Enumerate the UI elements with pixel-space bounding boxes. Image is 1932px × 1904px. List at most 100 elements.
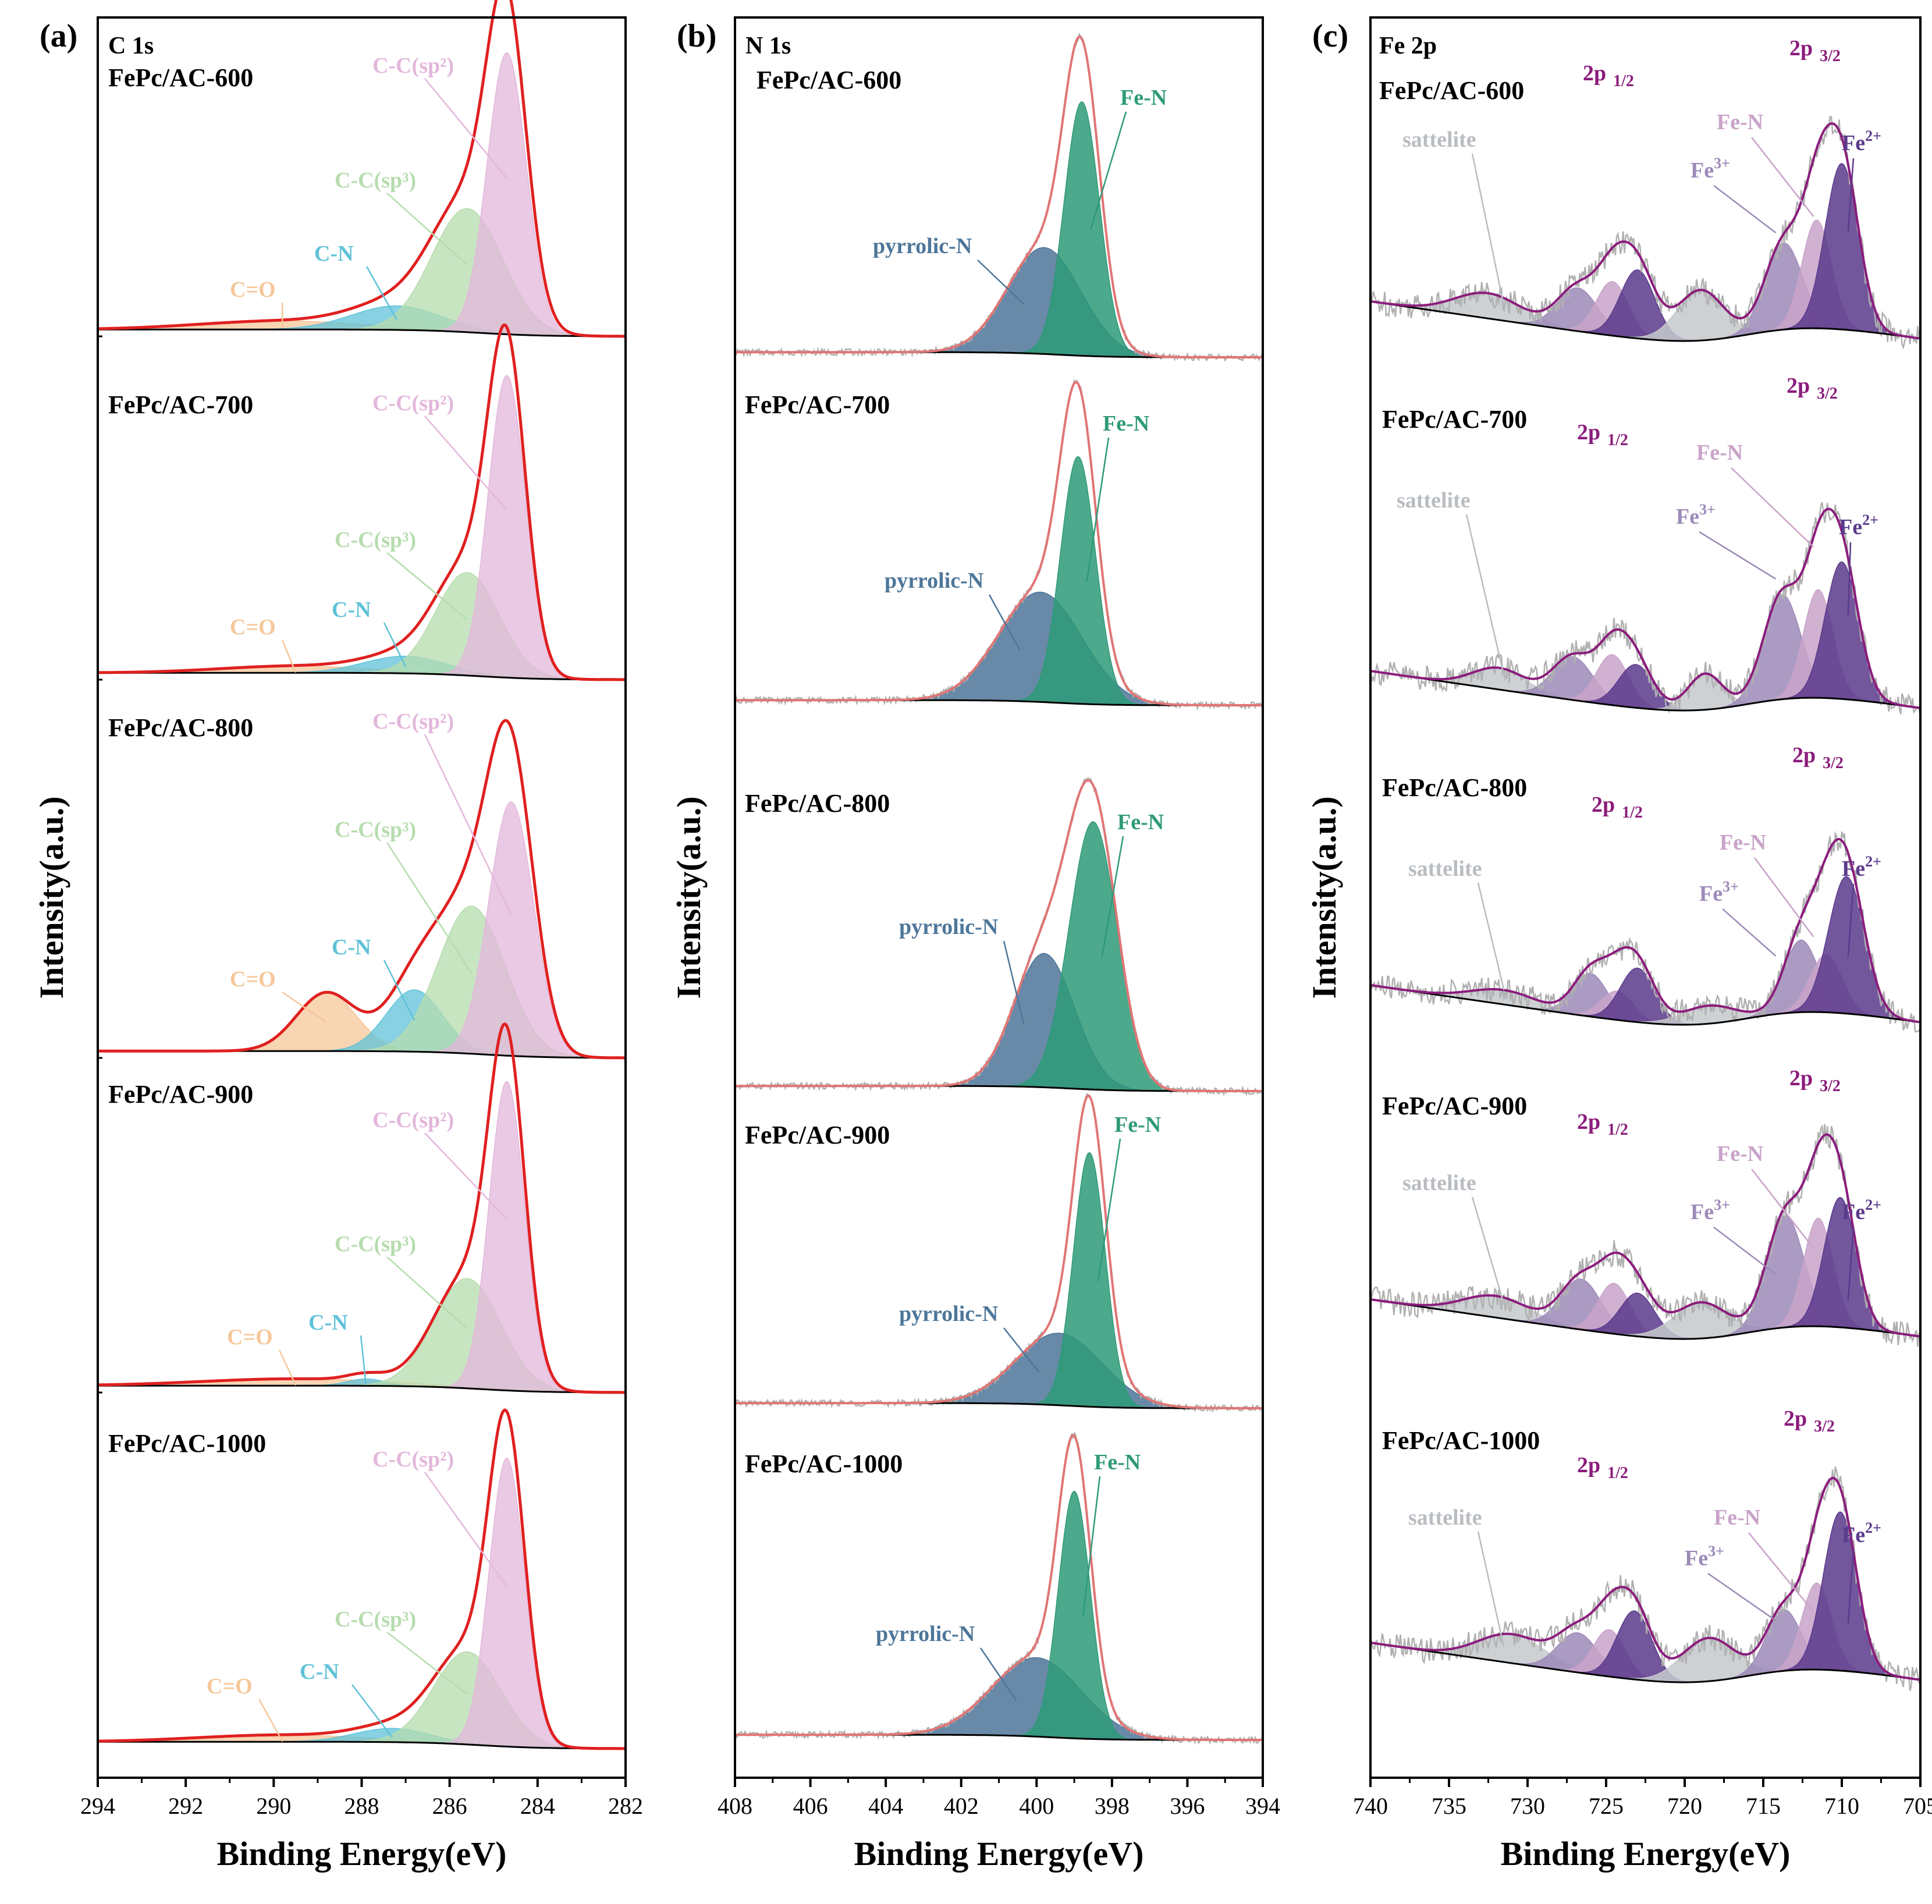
- envelope-line: [97, 0, 626, 338]
- x-tick-label: 288: [345, 1793, 379, 1819]
- leader-line: [1082, 1476, 1101, 1617]
- label-sattelite: sattelite: [1402, 1171, 1476, 1195]
- label-sattelite: sattelite: [1408, 1505, 1482, 1530]
- sample-label: FePc/AC-600: [108, 63, 253, 92]
- component-peak: [735, 1657, 1263, 1740]
- leader-line: [1731, 467, 1814, 548]
- label-sattelite: sattelite: [1397, 488, 1471, 513]
- leader-line: [1707, 1572, 1777, 1622]
- peak-label: C-N: [308, 1310, 348, 1335]
- frame-layer: [97, 16, 1922, 1787]
- leader-line: [1847, 1227, 1855, 1301]
- label-fe3: Fe3+: [1699, 878, 1739, 906]
- x-tick-label: 404: [868, 1793, 903, 1819]
- background-line: [98, 1740, 626, 1750]
- background-line: [1370, 670, 1921, 712]
- spectrum-0-3: [97, 1022, 626, 1394]
- x-tick-label: 394: [1245, 1793, 1280, 1819]
- plot-layer: [97, 0, 1922, 1750]
- peak-label: pyrrolic-N: [885, 569, 983, 593]
- peak-label: C=O: [207, 1674, 253, 1699]
- x-axis-title: Binding Energy(eV): [854, 1835, 1144, 1873]
- sample-label: FePc/AC-600: [1379, 76, 1524, 105]
- spectrum-1-3: [734, 1092, 1263, 1413]
- sample-label: FePc/AC-900: [1382, 1092, 1527, 1120]
- spectrum-1-0: [734, 32, 1264, 363]
- label-fe2: Fe2+: [1842, 853, 1881, 881]
- y-axis-title: Intensity(a.u.): [1305, 796, 1343, 999]
- peak-label: C-C(sp²): [372, 709, 454, 734]
- peak-label: Fe-N: [1120, 86, 1167, 110]
- label-2p12: 2p 1/2: [1592, 793, 1643, 822]
- leader-line: [424, 1472, 507, 1587]
- sample-label: FePc/AC-900: [745, 1121, 890, 1149]
- x-tick-label: 398: [1095, 1793, 1130, 1819]
- sample-label: FePc/AC-800: [1382, 773, 1527, 802]
- peak-label: C-C(sp³): [335, 528, 416, 552]
- leader-line: [1753, 857, 1814, 937]
- label-2p12: 2p 1/2: [1583, 61, 1634, 90]
- peak-label: C-N: [332, 598, 371, 622]
- leader-line: [386, 1256, 468, 1330]
- x-tick-label: 292: [168, 1793, 203, 1819]
- leader-line: [365, 266, 398, 321]
- spectrum-2-4: [1369, 1466, 1922, 1691]
- label-fe3: Fe3+: [1690, 155, 1730, 183]
- peak-label: C-C(sp²): [372, 1108, 454, 1132]
- label-fe2: Fe2+: [1842, 127, 1881, 155]
- envelope-line: [735, 1433, 1263, 1741]
- x-tick-label: 286: [432, 1793, 467, 1819]
- spectrum-0-1: [97, 323, 626, 681]
- peak-label: C=O: [230, 278, 276, 302]
- label-fe3: Fe3+: [1685, 1543, 1724, 1571]
- spectrum-1-4: [734, 1431, 1263, 1745]
- x-tick-label: 408: [718, 1793, 752, 1819]
- peak-label: Fe-N: [1114, 1113, 1161, 1137]
- leader-line: [424, 415, 507, 511]
- panel-letter: (b): [677, 18, 716, 54]
- leader-line: [1089, 111, 1127, 231]
- envelope-line: [98, 719, 626, 1060]
- peak-label: pyrrolic-N: [899, 1302, 998, 1326]
- label-fe-n: Fe-N: [1717, 1142, 1763, 1166]
- label-fe2: Fe2+: [1839, 511, 1878, 539]
- envelope-line: [1370, 507, 1921, 709]
- spectrum-2-1: [1369, 467, 1922, 716]
- panel-letter: (c): [1312, 18, 1348, 54]
- x-tick-label: 294: [80, 1793, 115, 1819]
- sample-label: FePc/AC-1000: [745, 1450, 903, 1478]
- label-fe3: Fe3+: [1690, 1196, 1730, 1224]
- panel-2-plot: [1369, 115, 1922, 1691]
- leader-line: [1471, 1196, 1505, 1305]
- component-peak: [735, 1152, 1263, 1409]
- peak-label: C-N: [314, 241, 354, 266]
- leader-line: [1751, 1168, 1814, 1249]
- leader-line: [988, 594, 1021, 651]
- label-sattelite: sattelite: [1402, 127, 1476, 152]
- envelope-line: [1370, 122, 1921, 340]
- core-level-title: C 1s: [108, 33, 154, 59]
- x-tick-label: 715: [1746, 1793, 1781, 1819]
- background-line: [1370, 1298, 1921, 1340]
- spectrum-1-1: [734, 378, 1263, 711]
- peak-label: Fe-N: [1117, 810, 1164, 834]
- peak-label: C-C(sp³): [335, 168, 416, 193]
- envelope-line: [97, 1022, 626, 1394]
- peak-label: C-N: [332, 935, 371, 960]
- sample-label: FePc/AC-600: [757, 66, 901, 94]
- x-tick-label: 720: [1667, 1793, 1702, 1819]
- x-tick-label: 406: [793, 1793, 828, 1819]
- background-line: [98, 672, 626, 681]
- envelope-line: [1370, 1476, 1921, 1681]
- label-fe2: Fe2+: [1842, 1519, 1881, 1547]
- panel-0-plot: [97, 0, 626, 1750]
- leader-line: [1722, 908, 1777, 957]
- component-peak: [735, 953, 1263, 1092]
- x-tick-label: 740: [1353, 1793, 1388, 1819]
- leader-line: [424, 78, 507, 179]
- text-layer: FePc/AC-600 C-C(sp²) C-C(sp³) C-N C=O FePc/AC…: [33, 18, 1932, 1873]
- leader-line: [258, 1699, 283, 1742]
- leader-line: [1751, 137, 1814, 217]
- x-axis-title: Binding Energy(eV): [217, 1835, 507, 1873]
- raw-data-line: [1369, 502, 1922, 716]
